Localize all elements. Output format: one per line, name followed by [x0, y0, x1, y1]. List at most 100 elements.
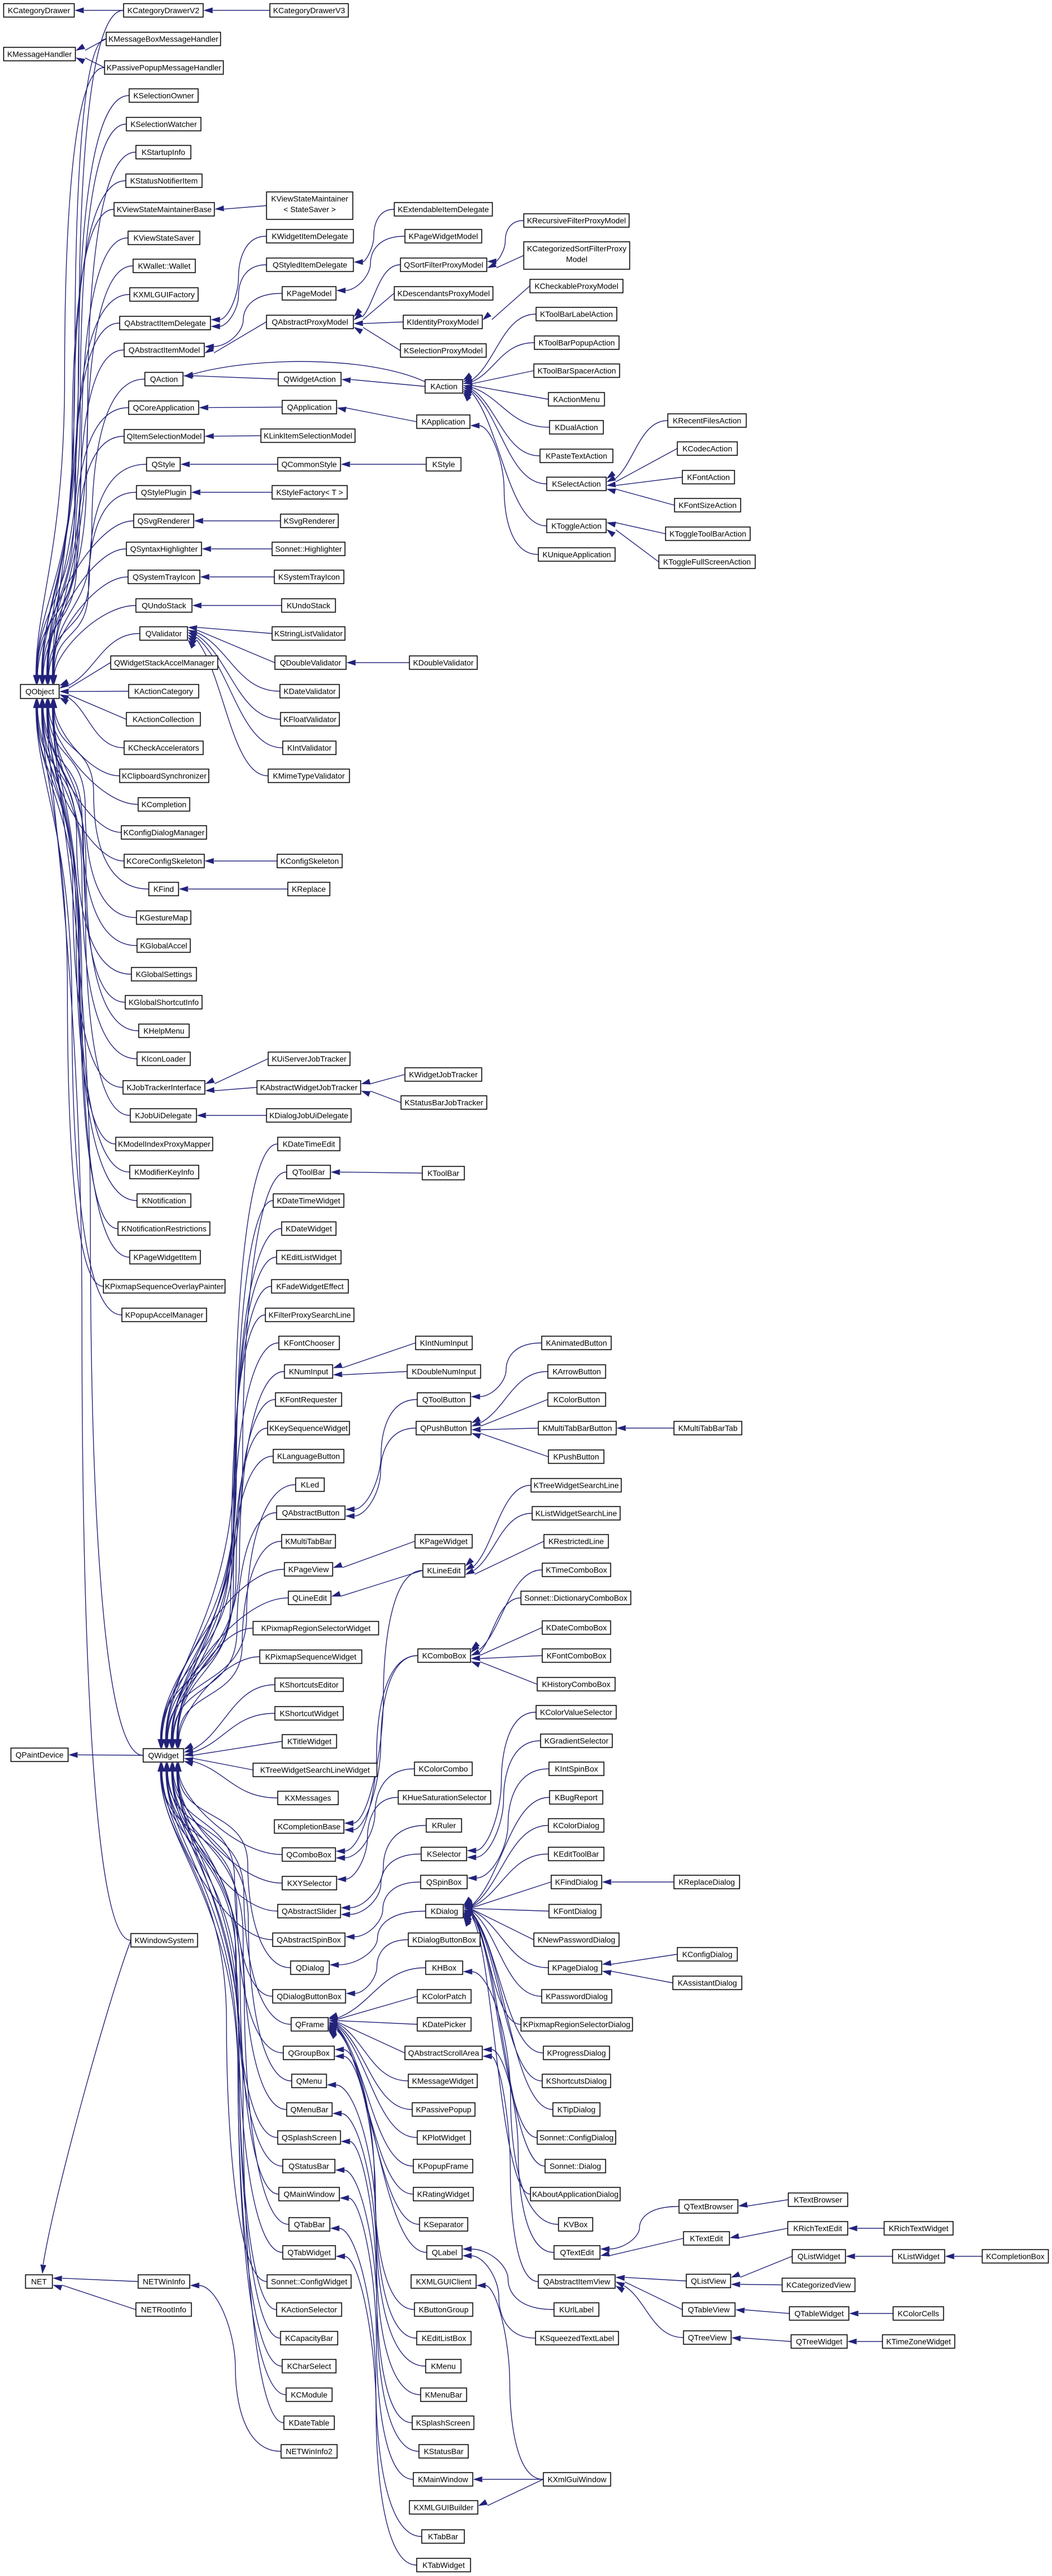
svg-text:KTimeComboBox: KTimeComboBox	[546, 1566, 607, 1575]
svg-text:KIntNumInput: KIntNumInput	[420, 1339, 468, 1348]
svg-text:NET: NET	[31, 2277, 47, 2286]
svg-text:KStartupInfo: KStartupInfo	[142, 148, 186, 157]
svg-text:KPixmapRegionSelectorWidget: KPixmapRegionSelectorWidget	[261, 1624, 370, 1633]
svg-text:QStylePlugin: QStylePlugin	[141, 488, 187, 497]
svg-text:QPushButton: QPushButton	[420, 1424, 467, 1433]
svg-text:KStyleFactory< T >: KStyleFactory< T >	[276, 488, 343, 497]
svg-text:QSvgRenderer: QSvgRenderer	[137, 517, 190, 526]
svg-text:QPaintDevice: QPaintDevice	[16, 1751, 64, 1760]
svg-text:KGlobalShortcutInfo: KGlobalShortcutInfo	[128, 998, 199, 1007]
svg-text:KIconLoader: KIconLoader	[141, 1055, 186, 1064]
svg-text:KDualAction: KDualAction	[555, 423, 598, 432]
svg-text:KCategorizedView: KCategorizedView	[786, 2281, 851, 2290]
svg-text:KPopupFrame: KPopupFrame	[418, 2162, 468, 2171]
svg-text:KArrowButton: KArrowButton	[553, 1367, 601, 1376]
svg-text:KPassivePopupMessageHandler: KPassivePopupMessageHandler	[106, 63, 221, 72]
svg-text:QListWidget: QListWidget	[798, 2252, 840, 2261]
svg-text:QToolBar: QToolBar	[292, 1168, 325, 1177]
svg-text:KDescendantsProxyModel: KDescendantsProxyModel	[397, 289, 490, 298]
svg-text:QUndoStack: QUndoStack	[142, 601, 187, 610]
svg-text:KTreeWidgetSearchLine: KTreeWidgetSearchLine	[534, 1481, 619, 1490]
svg-text:KModelIndexProxyMapper: KModelIndexProxyMapper	[118, 1140, 211, 1149]
svg-text:Model: Model	[566, 254, 587, 263]
svg-text:KMenuBar: KMenuBar	[425, 2391, 462, 2399]
svg-text:NETRootInfo: NETRootInfo	[141, 2305, 187, 2314]
svg-text:KXMessages: KXMessages	[285, 1794, 331, 1803]
svg-text:QAbstractItemDelegate: QAbstractItemDelegate	[124, 319, 206, 328]
svg-text:KAbstractWidgetJobTracker: KAbstractWidgetJobTracker	[260, 1083, 358, 1092]
svg-text:KProgressDialog: KProgressDialog	[547, 2049, 606, 2058]
svg-text:KWidgetJobTracker: KWidgetJobTracker	[409, 1070, 478, 1079]
svg-text:KFontAction: KFontAction	[687, 473, 730, 482]
svg-text:KButtonGroup: KButtonGroup	[419, 2305, 469, 2314]
svg-text:KJobUiDelegate: KJobUiDelegate	[135, 1111, 192, 1120]
svg-text:KPageModel: KPageModel	[286, 289, 331, 298]
svg-text:KActionCollection: KActionCollection	[133, 715, 194, 724]
svg-text:KDateTable: KDateTable	[289, 2419, 330, 2428]
svg-text:KMultiTabBar: KMultiTabBar	[285, 1537, 332, 1546]
svg-text:QAbstractItemModel: QAbstractItemModel	[128, 346, 200, 355]
svg-text:QTextEdit: QTextEdit	[560, 2248, 594, 2257]
svg-text:Sonnet::ConfigWidget: Sonnet::ConfigWidget	[271, 2277, 347, 2286]
svg-text:KIntValidator: KIntValidator	[287, 744, 331, 753]
svg-text:KModifierKeyInfo: KModifierKeyInfo	[135, 1168, 194, 1177]
svg-text:NETWinInfo: NETWinInfo	[143, 2277, 186, 2286]
svg-text:KColorPatch: KColorPatch	[422, 1992, 466, 2001]
svg-text:KToolBarLabelAction: KToolBarLabelAction	[540, 310, 613, 319]
svg-text:KHBox: KHBox	[432, 1964, 457, 1972]
svg-text:KFilterProxySearchLine: KFilterProxySearchLine	[268, 1311, 351, 1320]
svg-text:KAnimatedButton: KAnimatedButton	[546, 1339, 607, 1348]
svg-text:KColorCombo: KColorCombo	[419, 1765, 468, 1774]
svg-text:KNewPasswordDialog: KNewPasswordDialog	[537, 1936, 615, 1944]
svg-text:KGestureMap: KGestureMap	[140, 913, 188, 922]
svg-text:Sonnet::Dialog: Sonnet::Dialog	[550, 2162, 601, 2171]
svg-text:KDialogButtonBox: KDialogButtonBox	[413, 1936, 476, 1944]
svg-text:QMainWindow: QMainWindow	[284, 2190, 335, 2199]
svg-text:KXYSelector: KXYSelector	[287, 1879, 332, 1888]
svg-text:KWindowSystem: KWindowSystem	[135, 1936, 194, 1945]
svg-text:KPixmapSequenceWidget: KPixmapSequenceWidget	[265, 1653, 356, 1661]
svg-text:QStyledItemDelegate: QStyledItemDelegate	[272, 261, 347, 270]
svg-text:KRatingWidget: KRatingWidget	[417, 2190, 469, 2199]
svg-text:QMenu: QMenu	[296, 2077, 322, 2086]
svg-text:QAction: QAction	[150, 375, 178, 384]
svg-text:KWallet::Wallet: KWallet::Wallet	[138, 262, 191, 271]
svg-text:KToggleAction: KToggleAction	[552, 522, 602, 531]
svg-text:QLabel: QLabel	[432, 2248, 457, 2257]
svg-text:KUrlLabel: KUrlLabel	[559, 2305, 594, 2314]
svg-text:KTreeWidgetSearchLineWidget: KTreeWidgetSearchLineWidget	[260, 1766, 370, 1775]
svg-text:KMultiTabBarButton: KMultiTabBarButton	[543, 1424, 612, 1433]
svg-text:KTextBrowser: KTextBrowser	[794, 2196, 842, 2204]
svg-text:QSystemTrayIcon: QSystemTrayIcon	[133, 573, 196, 582]
svg-text:KMessageBoxMessageHandler: KMessageBoxMessageHandler	[108, 35, 218, 44]
svg-text:KActionMenu: KActionMenu	[553, 395, 600, 404]
svg-text:KXMLGUIFactory: KXMLGUIFactory	[133, 290, 195, 299]
svg-text:QStatusBar: QStatusBar	[289, 2162, 330, 2171]
svg-text:KColorCells: KColorCells	[898, 2309, 939, 2318]
svg-text:KPageWidget: KPageWidget	[420, 1537, 468, 1546]
svg-text:KStyle: KStyle	[432, 460, 455, 469]
svg-text:KUndoStack: KUndoStack	[287, 601, 331, 610]
svg-text:KDialog: KDialog	[430, 1907, 458, 1916]
svg-text:QWidget: QWidget	[148, 1751, 179, 1760]
svg-text:KPasswordDialog: KPasswordDialog	[546, 1992, 608, 2001]
svg-text:QDoubleValidator: QDoubleValidator	[280, 658, 341, 667]
svg-text:KColorValueSelector: KColorValueSelector	[540, 1708, 613, 1717]
svg-text:QAbstractProxyModel: QAbstractProxyModel	[272, 318, 348, 327]
svg-text:QCommonStyle: QCommonStyle	[281, 460, 337, 469]
svg-text:KShortcutsDialog: KShortcutsDialog	[546, 2077, 606, 2086]
svg-text:KGradientSelector: KGradientSelector	[544, 1737, 609, 1746]
svg-text:KSelectAction: KSelectAction	[552, 480, 601, 489]
svg-text:QLineEdit: QLineEdit	[293, 1594, 327, 1603]
svg-text:KDateTimeWidget: KDateTimeWidget	[277, 1196, 340, 1205]
svg-text:KDatePicker: KDatePicker	[423, 2020, 466, 2029]
svg-text:KFontComboBox: KFontComboBox	[546, 1651, 606, 1660]
svg-text:KCoreConfigSkeleton: KCoreConfigSkeleton	[127, 857, 202, 866]
svg-text:KSvgRenderer: KSvgRenderer	[284, 517, 335, 526]
svg-text:KStringListValidator: KStringListValidator	[275, 629, 343, 638]
svg-text:KSqueezedTextLabel: KSqueezedTextLabel	[540, 2334, 614, 2343]
svg-text:KStatusBarJobTracker: KStatusBarJobTracker	[405, 1098, 484, 1107]
svg-text:QTreeView: QTreeView	[688, 2333, 727, 2342]
svg-text:QTableWidget: QTableWidget	[795, 2309, 844, 2318]
svg-text:KEditListBox: KEditListBox	[421, 2334, 466, 2343]
